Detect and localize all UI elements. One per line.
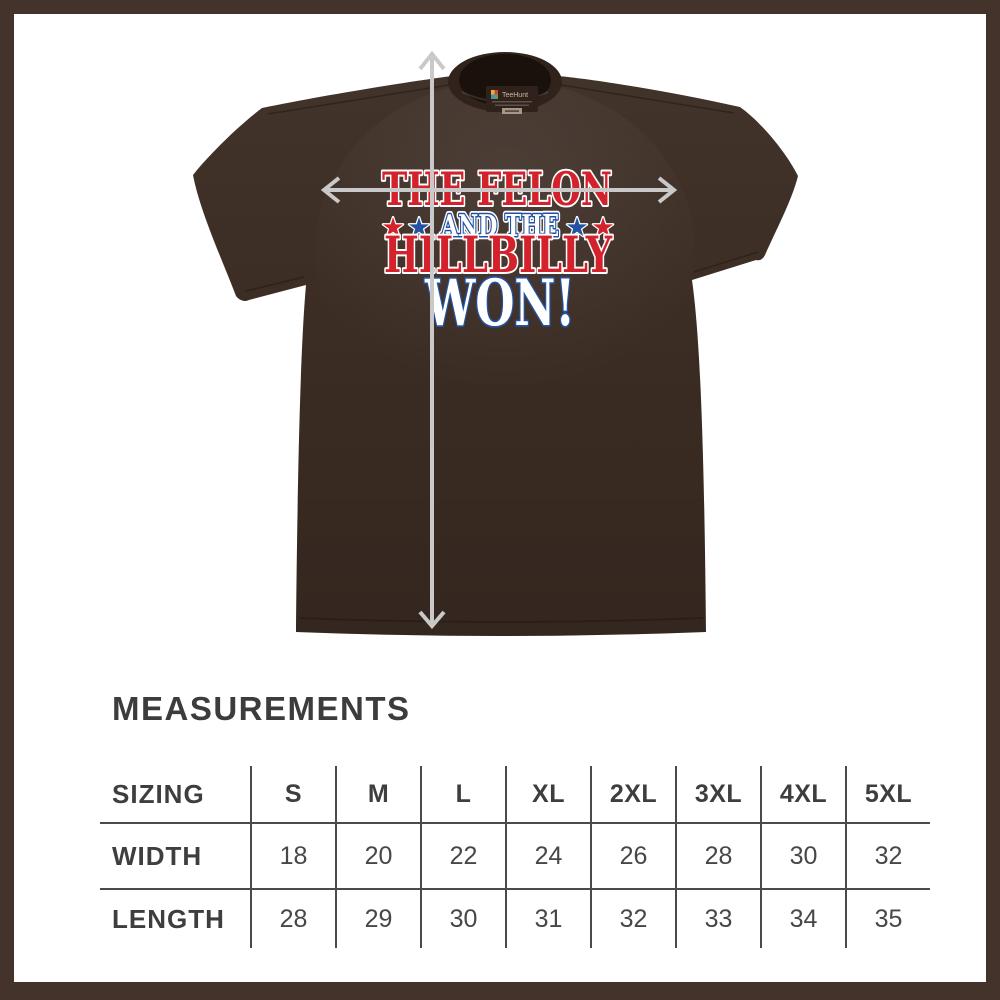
star-icon: ★: [565, 213, 588, 243]
size-col-header-5xl: 5XL: [845, 766, 930, 822]
tshirt-body: [193, 76, 798, 636]
star-icon: ★: [407, 213, 430, 243]
size-col-header-2xl: 2XL: [590, 766, 675, 822]
size-col-header-xl: XL: [505, 766, 590, 822]
right-shoulder-seam: [554, 83, 735, 114]
right-cuff-seam: [693, 251, 759, 273]
measurements-heading: MEASUREMENTS: [112, 690, 411, 727]
brand-logo-icon: [491, 90, 495, 95]
length-arrow: [418, 50, 446, 630]
length-value: 33: [675, 890, 760, 948]
size-col-header-3xl: 3XL: [675, 766, 760, 822]
length-value: 34: [760, 890, 845, 948]
size-chart-table: SIZING S M L XL 2XL 3XL 4XL 5XL WIDTH 18…: [100, 766, 930, 948]
print-line-and-the-outline: AND THE: [440, 209, 559, 244]
length-row: LENGTH 28 29 30 31 32 33 34 35: [100, 888, 930, 948]
width-value: 22: [420, 824, 505, 888]
print-line-hillbilly: HILLBILLY: [384, 225, 613, 284]
size-col-header-m: M: [335, 766, 420, 822]
table-corner-label: SIZING: [112, 778, 205, 809]
size-col-header-l: L: [420, 766, 505, 822]
width-arrow: [320, 176, 678, 204]
left-cuff-seam: [245, 276, 305, 292]
neck-label-brand-text: TeeHunt: [502, 92, 528, 99]
print-line-won: WON!: [424, 266, 575, 341]
width-value: 18: [250, 824, 335, 888]
width-value: 24: [505, 824, 590, 888]
width-row: WIDTH 18 20 22 24 26 28 30 32: [100, 822, 930, 888]
size-col-header-4xl: 4XL: [760, 766, 845, 822]
star-icon: ★: [591, 213, 614, 243]
length-value: 30: [420, 890, 505, 948]
width-value: 32: [845, 824, 930, 888]
length-value: 32: [590, 890, 675, 948]
bottom-hem-seam: [298, 617, 704, 623]
shirt-print-graphic: THE FELON ★ ★ AND THE AND THE ★ ★ HILLBI…: [380, 160, 616, 343]
width-value: 20: [335, 824, 420, 888]
width-value: 26: [590, 824, 675, 888]
size-col-header-s: S: [250, 766, 335, 822]
print-line-and-the: AND THE: [440, 209, 559, 244]
tshirt-mockup: TeeHunt THE FELON ★ ★ AND THE AND THE ★ …: [193, 50, 798, 636]
left-shoulder-seam: [267, 83, 456, 115]
length-value: 35: [845, 890, 930, 948]
star-icon: ★: [381, 213, 404, 243]
width-value: 30: [760, 824, 845, 888]
length-value: 31: [505, 890, 590, 948]
tshirt-collar: TeeHunt: [448, 52, 562, 114]
length-value: 28: [250, 890, 335, 948]
neck-label: TeeHunt: [486, 86, 538, 114]
width-row-label: WIDTH: [112, 840, 203, 871]
length-row-label: LENGTH: [112, 903, 225, 934]
length-value: 29: [335, 890, 420, 948]
table-header-row: SIZING S M L XL 2XL 3XL 4XL 5XL: [100, 766, 930, 822]
width-value: 28: [675, 824, 760, 888]
